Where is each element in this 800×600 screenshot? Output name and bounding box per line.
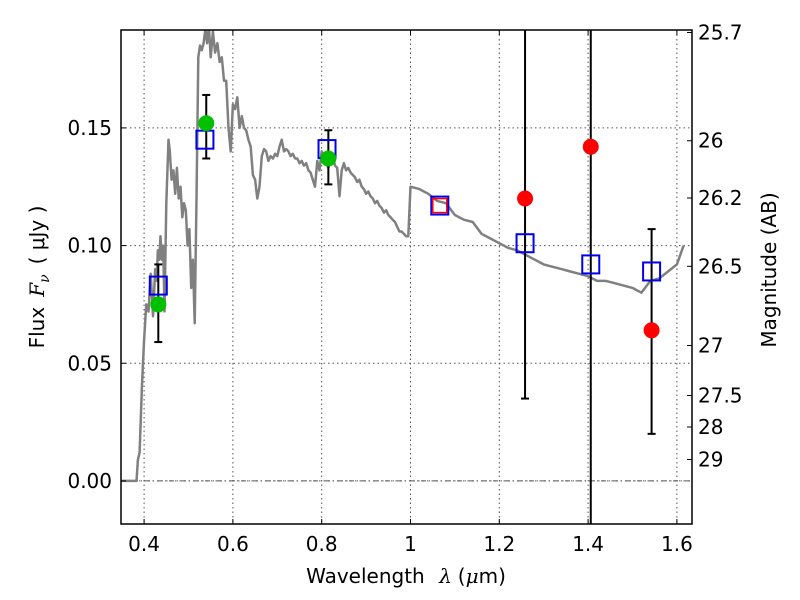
x-axis-label: Wavelength λ (μm) xyxy=(306,564,506,588)
markers-layer xyxy=(148,115,662,339)
model-photometry-square xyxy=(430,195,450,216)
y-tick-label: 0.15 xyxy=(67,116,112,140)
y2-tick-label: 26 xyxy=(698,129,723,153)
model-photometry-square xyxy=(515,233,535,254)
x-tick-label: 0.6 xyxy=(217,532,249,556)
y-tick-label: 0.05 xyxy=(67,351,112,375)
x-tick-label: 0.4 xyxy=(128,532,160,556)
x-tick-label: 1.6 xyxy=(661,532,693,556)
y2-tick-label: 26.5 xyxy=(698,254,743,278)
model-photometry-square xyxy=(195,129,215,150)
model-spectrum-layer xyxy=(121,30,685,483)
x-tick-label: 1.2 xyxy=(483,532,515,556)
y-axis-label: FluxFν( μJy ) xyxy=(25,206,53,349)
detection-point xyxy=(150,296,167,313)
y2-tick-label: 27.5 xyxy=(698,383,743,407)
highlighted-square xyxy=(432,197,448,214)
x-tick-label: 1.4 xyxy=(572,532,604,556)
non-detection-point xyxy=(582,138,599,155)
y2-tick-label: 25.7 xyxy=(698,20,743,44)
x-axis-ticks: 0.4 0.6 0.8 1 1.2 1.4 1.6 xyxy=(128,30,693,556)
detection-point xyxy=(320,150,337,167)
y2-axis-label: Magnitude (AB) xyxy=(757,192,781,347)
model-photometry-square xyxy=(642,261,662,282)
y2-tick-label: 28 xyxy=(698,415,723,439)
model-photometry-square xyxy=(148,275,168,296)
model-photometry-square xyxy=(581,254,601,275)
y-axis-ticks: 0.00 0.05 0.10 0.15 xyxy=(67,116,126,493)
x-tick-label: 0.8 xyxy=(306,532,338,556)
plot-frame xyxy=(120,29,693,525)
y2-tick-label: 27 xyxy=(698,334,723,358)
model-spectrum-line xyxy=(121,30,685,483)
y2-tick-label: 29 xyxy=(698,447,723,471)
x-tick-label: 1 xyxy=(404,532,417,556)
errorbars-layer xyxy=(154,30,656,524)
y-tick-label: 0.00 xyxy=(67,469,112,493)
detection-point xyxy=(198,115,215,132)
y-tick-label: 0.10 xyxy=(67,234,112,258)
y2-tick-label: 26.2 xyxy=(698,186,743,210)
non-detection-point xyxy=(643,322,660,339)
y2-axis-ticks: 25.7 26 26.2 26.5 27 27.5 28 29 xyxy=(687,20,743,471)
non-detection-point xyxy=(517,190,534,207)
